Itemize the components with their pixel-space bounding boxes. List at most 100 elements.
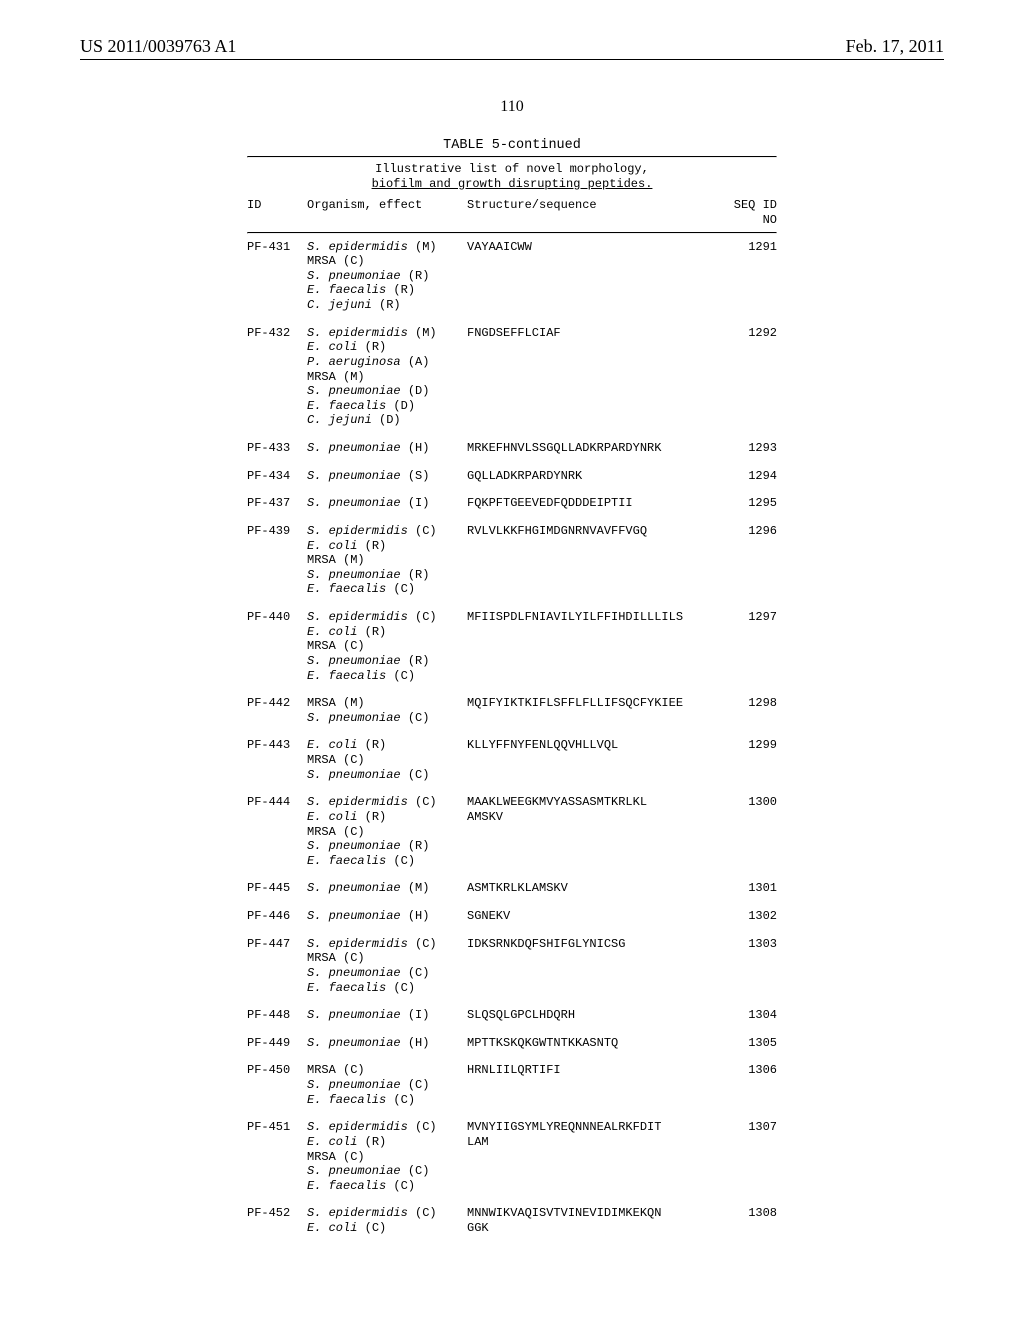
seq-id-no: 1293 bbox=[717, 441, 777, 456]
organism-entry: MRSA (C) bbox=[307, 1063, 467, 1078]
organism-entry: S. epidermidis (M) bbox=[307, 326, 467, 341]
peptide-id: PF-432 bbox=[247, 326, 307, 428]
peptide-id: PF-446 bbox=[247, 909, 307, 924]
seq-id-no: 1302 bbox=[717, 909, 777, 924]
peptide-id: PF-445 bbox=[247, 881, 307, 896]
organism-entry: E. faecalis (C) bbox=[307, 1179, 467, 1194]
organism-list: S. epidermidis (C)E. coli (R)MRSA (M)S. … bbox=[307, 524, 467, 597]
seq-id-no: 1297 bbox=[717, 610, 777, 683]
organism-entry: MRSA (C) bbox=[307, 825, 467, 840]
seq-id-no: 1296 bbox=[717, 524, 777, 597]
organism-entry: E. coli (R) bbox=[307, 738, 467, 753]
organism-entry: S. pneumoniae (C) bbox=[307, 711, 467, 726]
table-row: PF-433S. pneumoniae (H)MRKEFHNVLSSGQLLAD… bbox=[247, 441, 777, 456]
organism-entry: S. epidermidis (C) bbox=[307, 610, 467, 625]
organism-entry: S. pneumoniae (C) bbox=[307, 1078, 467, 1093]
table-row: PF-437S. pneumoniae (I)FQKPFTGEEVEDFQDDD… bbox=[247, 496, 777, 511]
table-row: PF-444S. epidermidis (C)E. coli (R)MRSA … bbox=[247, 795, 777, 868]
sequence: GQLLADKRPARDYNRK bbox=[467, 469, 717, 484]
seq-id-no: 1300 bbox=[717, 795, 777, 868]
peptide-id: PF-451 bbox=[247, 1120, 307, 1193]
table-row: PF-446S. pneumoniae (H)SGNEKV1302 bbox=[247, 909, 777, 924]
organism-entry: S. pneumoniae (M) bbox=[307, 881, 467, 896]
organism-entry: P. aeruginosa (A) bbox=[307, 355, 467, 370]
organism-list: S. pneumoniae (I) bbox=[307, 496, 467, 511]
organism-entry: E. faecalis (R) bbox=[307, 283, 467, 298]
table-row: PF-439S. epidermidis (C)E. coli (R)MRSA … bbox=[247, 524, 777, 597]
organism-entry: MRSA (M) bbox=[307, 696, 467, 711]
organism-entry: S. pneumoniae (C) bbox=[307, 768, 467, 783]
seq-id-no: 1304 bbox=[717, 1008, 777, 1023]
sequence: ASMTKRLKLAMSKV bbox=[467, 881, 717, 896]
table-row: PF-431S. epidermidis (M)MRSA (C)S. pneum… bbox=[247, 240, 777, 313]
seq-id-no: 1294 bbox=[717, 469, 777, 484]
publication-date: Feb. 17, 2011 bbox=[846, 36, 944, 57]
seq-id-no: 1292 bbox=[717, 326, 777, 428]
organism-entry: MRSA (C) bbox=[307, 753, 467, 768]
organism-entry: MRSA (C) bbox=[307, 951, 467, 966]
patent-header: US 2011/0039763 A1 Feb. 17, 2011 bbox=[0, 0, 1024, 59]
organism-entry: S. pneumoniae (C) bbox=[307, 1164, 467, 1179]
seq-id-no: 1307 bbox=[717, 1120, 777, 1193]
peptide-id: PF-443 bbox=[247, 738, 307, 782]
organism-entry: E. coli (R) bbox=[307, 340, 467, 355]
table-row: PF-445S. pneumoniae (M)ASMTKRLKLAMSKV130… bbox=[247, 881, 777, 896]
sequence: FNGDSEFFLCIAF bbox=[467, 326, 717, 428]
organism-entry: S. pneumoniae (R) bbox=[307, 269, 467, 284]
organism-entry: S. epidermidis (C) bbox=[307, 1120, 467, 1135]
organism-entry: E. coli (R) bbox=[307, 810, 467, 825]
col-id: ID bbox=[247, 198, 307, 227]
organism-entry: MRSA (C) bbox=[307, 1150, 467, 1165]
seq-id-no: 1291 bbox=[717, 240, 777, 313]
sequence: SGNEKV bbox=[467, 909, 717, 924]
organism-entry: S. epidermidis (C) bbox=[307, 524, 467, 539]
publication-number: US 2011/0039763 A1 bbox=[80, 36, 236, 57]
col-seqid: SEQ ID NO bbox=[717, 198, 777, 227]
sequence: VAYAAICWW bbox=[467, 240, 717, 313]
peptide-id: PF-447 bbox=[247, 937, 307, 996]
organism-list: S. pneumoniae (M) bbox=[307, 881, 467, 896]
organism-entry: S. pneumoniae (C) bbox=[307, 966, 467, 981]
organism-entry: S. epidermidis (C) bbox=[307, 795, 467, 810]
table-row: PF-450MRSA (C)S. pneumoniae (C)E. faecal… bbox=[247, 1063, 777, 1107]
organism-entry: E. faecalis (C) bbox=[307, 1093, 467, 1108]
organism-entry: S. pneumoniae (R) bbox=[307, 568, 467, 583]
organism-list: S. pneumoniae (H) bbox=[307, 441, 467, 456]
peptide-id: PF-452 bbox=[247, 1206, 307, 1235]
table-row: PF-434S. pneumoniae (S)GQLLADKRPARDYNRK1… bbox=[247, 469, 777, 484]
organism-entry: C. jejuni (D) bbox=[307, 413, 467, 428]
organism-list: MRSA (M)S. pneumoniae (C) bbox=[307, 696, 467, 725]
sequence: FQKPFTGEEVEDFQDDDEIPTII bbox=[467, 496, 717, 511]
organism-list: S. epidermidis (C)MRSA (C)S. pneumoniae … bbox=[307, 937, 467, 996]
column-headers: ID Organism, effect Structure/sequence S… bbox=[247, 194, 777, 231]
seq-id-no: 1301 bbox=[717, 881, 777, 896]
organism-entry: MRSA (M) bbox=[307, 370, 467, 385]
organism-entry: E. coli (R) bbox=[307, 1135, 467, 1150]
organism-entry: S. pneumoniae (S) bbox=[307, 469, 467, 484]
organism-entry: E. coli (R) bbox=[307, 539, 467, 554]
page-number: 110 bbox=[0, 98, 1024, 116]
col-sequence: Structure/sequence bbox=[467, 198, 717, 227]
organism-list: S. epidermidis (M)E. coli (R)P. aerugino… bbox=[307, 326, 467, 428]
peptide-table: Illustrative list of novel morphology, b… bbox=[247, 156, 777, 1236]
organism-list: S. pneumoniae (I) bbox=[307, 1008, 467, 1023]
organism-list: S. epidermidis (M)MRSA (C)S. pneumoniae … bbox=[307, 240, 467, 313]
table-row: PF-449S. pneumoniae (H)MPTTKSKQKGWTNTKKA… bbox=[247, 1036, 777, 1051]
table-row: PF-452S. epidermidis (C)E. coli (C)MNNWI… bbox=[247, 1206, 777, 1235]
sequence: MFIISPDLFNIAVILYILFFIHDILLLILS bbox=[467, 610, 717, 683]
organism-entry: E. faecalis (C) bbox=[307, 981, 467, 996]
sequence: HRNLIILQRTIFI bbox=[467, 1063, 717, 1107]
header-rule bbox=[80, 59, 944, 60]
organism-entry: E. coli (R) bbox=[307, 625, 467, 640]
seq-id-no: 1303 bbox=[717, 937, 777, 996]
organism-list: S. pneumoniae (S) bbox=[307, 469, 467, 484]
organism-entry: S. epidermidis (C) bbox=[307, 937, 467, 952]
table-row: PF-451S. epidermidis (C)E. coli (R)MRSA … bbox=[247, 1120, 777, 1193]
seq-id-no: 1305 bbox=[717, 1036, 777, 1051]
peptide-id: PF-444 bbox=[247, 795, 307, 868]
table-rows: PF-431S. epidermidis (M)MRSA (C)S. pneum… bbox=[247, 234, 777, 1236]
organism-entry: S. pneumoniae (H) bbox=[307, 909, 467, 924]
organism-entry: C. jejuni (R) bbox=[307, 298, 467, 313]
peptide-id: PF-433 bbox=[247, 441, 307, 456]
organism-entry: S. pneumoniae (R) bbox=[307, 654, 467, 669]
